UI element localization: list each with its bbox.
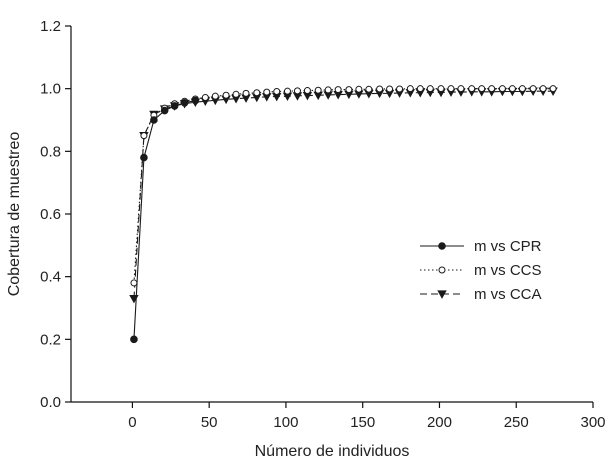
data-point xyxy=(549,85,557,93)
y-tick-label: 0.8 xyxy=(40,143,61,160)
data-point xyxy=(508,85,516,93)
series-layer xyxy=(129,85,558,344)
data-point xyxy=(232,90,240,98)
x-tick-label: 150 xyxy=(350,414,375,431)
data-point xyxy=(457,85,465,93)
data-point xyxy=(406,85,414,93)
y-tick-label: 0.0 xyxy=(40,394,61,411)
x-tick-label: 250 xyxy=(504,414,529,431)
legend-item: m vs CPR xyxy=(420,238,542,255)
data-point xyxy=(488,85,496,93)
data-point xyxy=(263,88,271,96)
data-point xyxy=(334,86,342,94)
legend-marker xyxy=(437,290,447,299)
data-point xyxy=(416,85,424,93)
data-point xyxy=(129,294,139,304)
data-point xyxy=(303,87,311,95)
data-point xyxy=(539,85,547,93)
series-0 xyxy=(130,96,200,344)
legend-label: m vs CCA xyxy=(474,286,542,303)
data-point xyxy=(498,85,506,93)
y-ticks: 0.0 0.2 0.4 0.6 0.8 1.0 1.2 xyxy=(40,18,71,411)
y-tick-label: 0.2 xyxy=(40,331,61,348)
x-ticks: 0 50 100 150 200 250 300 xyxy=(128,402,606,431)
data-point xyxy=(253,89,261,97)
data-point xyxy=(211,92,219,100)
data-point xyxy=(293,87,301,95)
y-tick-label: 0.6 xyxy=(40,206,61,223)
data-point xyxy=(222,91,230,99)
legend: m vs CPR m vs CCS m vs CCA xyxy=(420,238,542,303)
data-point xyxy=(447,85,455,93)
data-point xyxy=(201,93,209,101)
x-tick-label: 0 xyxy=(128,414,136,431)
x-tick-label: 50 xyxy=(201,414,218,431)
data-point xyxy=(324,86,332,94)
data-point xyxy=(376,85,384,93)
data-point xyxy=(180,98,189,107)
data-point xyxy=(518,85,526,93)
data-point xyxy=(273,87,281,95)
data-point xyxy=(191,96,200,105)
data-point xyxy=(314,86,322,94)
data-point xyxy=(365,85,373,93)
y-tick-label: 1.2 xyxy=(40,18,61,35)
data-point xyxy=(355,85,363,93)
data-point xyxy=(140,132,148,140)
data-point xyxy=(283,87,291,95)
data-point xyxy=(140,153,148,162)
data-point xyxy=(437,85,445,93)
plot-area: 0.0 0.2 0.4 0.6 0.8 1.0 1.2 0 50 100 150 200 250 300 xyxy=(40,18,605,431)
legend-item: m vs CCA xyxy=(420,286,542,303)
data-point xyxy=(160,106,169,115)
data-point xyxy=(426,85,434,93)
legend-marker xyxy=(438,242,446,250)
data-point xyxy=(468,85,476,93)
legend-label: m vs CPR xyxy=(474,238,542,255)
data-point xyxy=(130,279,138,287)
y-tick-label: 1.0 xyxy=(40,81,61,98)
x-tick-label: 300 xyxy=(580,414,605,431)
y-tick-label: 0.4 xyxy=(40,269,61,286)
data-point xyxy=(529,85,537,93)
data-point xyxy=(242,89,250,97)
y-axis-title: Cobertura de muestreo xyxy=(6,132,23,297)
legend-label: m vs CCS xyxy=(474,262,542,279)
legend-marker xyxy=(438,266,446,274)
series-1 xyxy=(130,85,557,287)
x-tick-label: 100 xyxy=(273,414,298,431)
data-point xyxy=(396,85,404,93)
x-tick-label: 200 xyxy=(427,414,452,431)
data-point xyxy=(478,85,486,93)
x-axis-title: Número de individuos xyxy=(255,443,410,460)
data-point xyxy=(130,335,138,344)
data-point xyxy=(386,85,394,93)
legend-item: m vs CCS xyxy=(420,262,542,279)
data-point xyxy=(170,102,179,110)
data-point xyxy=(150,116,158,124)
data-point xyxy=(345,86,353,94)
